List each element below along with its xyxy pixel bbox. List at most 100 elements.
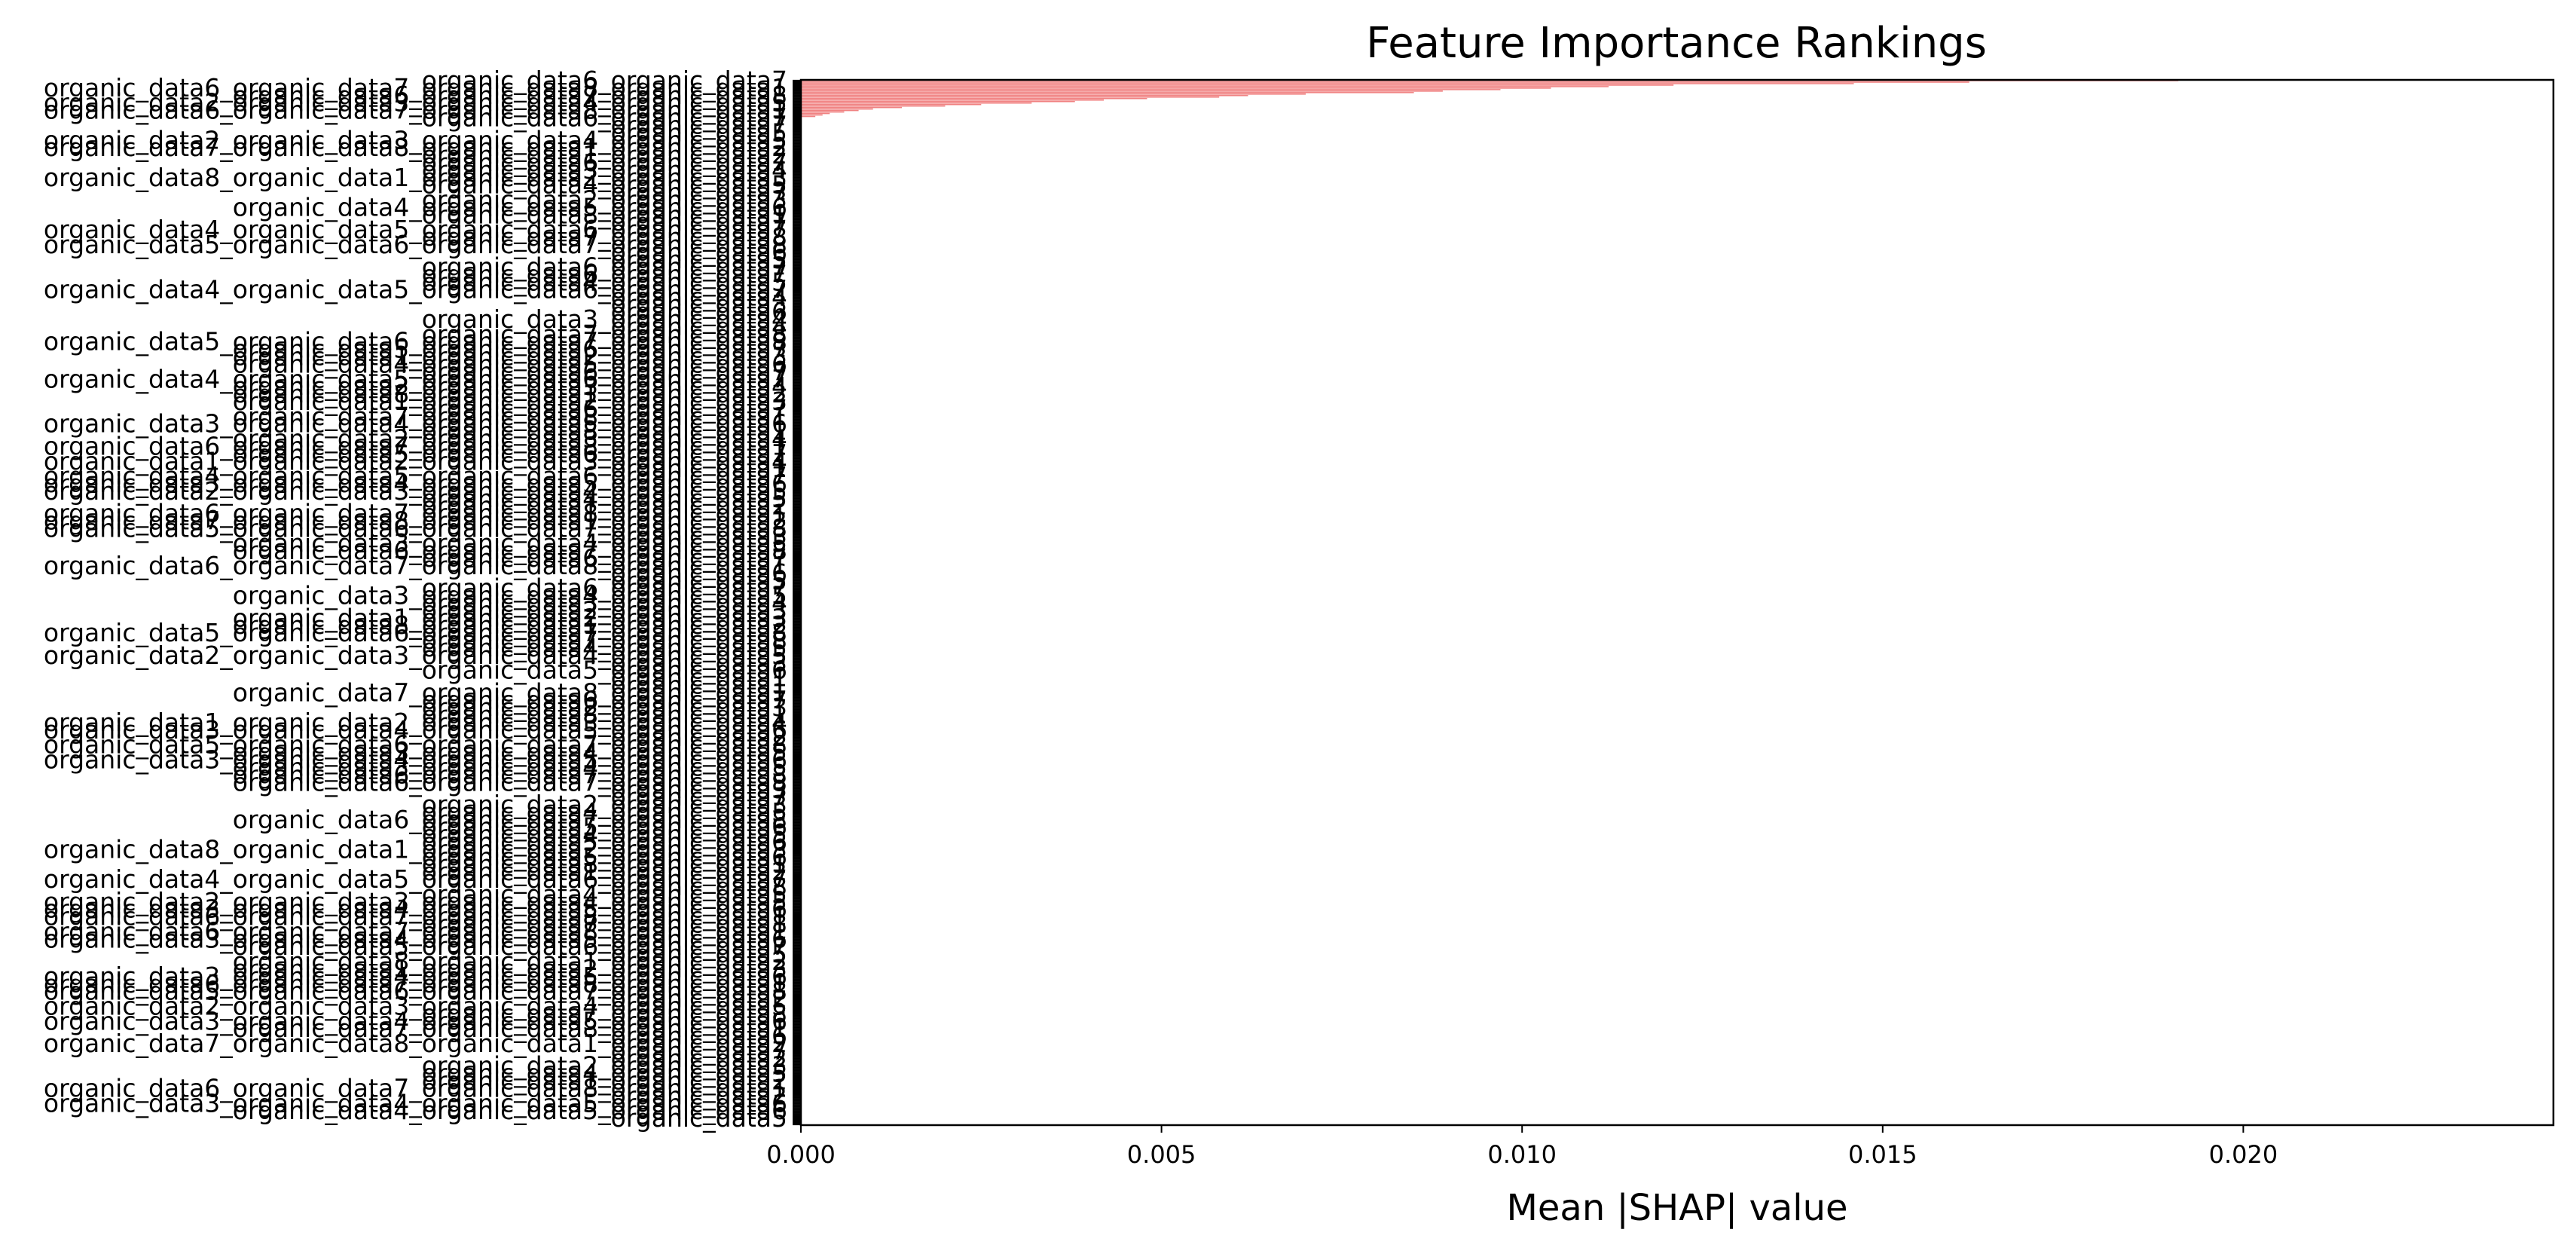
- y-tick-label: organic_data4_organic_data5: [422, 820, 787, 849]
- y-tick-label: organic_data7: [611, 110, 787, 139]
- y-tick-label: organic_data4_organic_data5: [422, 484, 787, 513]
- y-tick-label: organic_data3_organic_data4_organic_data…: [233, 528, 787, 558]
- y-tick-label: organic_data4_organic_data5: [422, 170, 787, 200]
- y-tick-label: organic_data8_organic_data1_organic_data…: [233, 610, 787, 640]
- y-tick-label: organic_data3_organic_data4_organic_data…: [44, 1088, 787, 1118]
- y-tick-label: organic_data3_organic_data4_organic_data…: [233, 581, 787, 610]
- y-tick-label: organic_data3_organic_data4_organic_data…: [233, 738, 787, 767]
- y-tick-label: organic_data1_organic_data2: [422, 140, 787, 170]
- y-tick-label: organic_data8_organic_data1_organic_data…: [233, 947, 787, 976]
- y-tick-label: organic_data3_organic_data4: [422, 304, 787, 334]
- y-tick-label: organic_data5_organic_data6_organic_data…: [44, 513, 787, 543]
- bar: [801, 105, 946, 107]
- y-tick-label: organic_data2_organic_data3: [422, 185, 787, 215]
- y-tick-label: organic_data6_organic_data7_organic_data…: [44, 499, 787, 528]
- y-tick-label: organic_data6_organic_data7_organic_data…: [233, 805, 787, 834]
- y-tick-label: organic_data5: [611, 1103, 787, 1133]
- y-tick-label: organic_data6_organic_data7: [422, 103, 787, 133]
- y-tick-label: organic_data1_organic_data2: [422, 491, 787, 521]
- y-tick-label: organic_data5_organic_data6_organic_data…: [233, 439, 787, 468]
- y-tick-label: organic_data5: [611, 118, 787, 147]
- y-tick-label: organic_data6_organic_data7_organic_data…: [44, 96, 787, 125]
- bar: [801, 100, 1075, 102]
- x-tick-label: 0.015: [1848, 1140, 1917, 1169]
- y-tick-label: organic_data5_organic_data6_organic_data…: [233, 335, 787, 364]
- y-tick-label: organic_data2_organic_data3_organic_data…: [44, 887, 787, 916]
- chart-title: Feature Importance Rankings: [1366, 19, 1987, 68]
- y-tick-label: organic_data3_organic_data4_organic_data…: [44, 715, 787, 745]
- x-axis-title: Mean |SHAP| value: [1506, 1187, 1847, 1229]
- y-tick-label: organic_data5_organic_data6_organic_data…: [233, 931, 787, 961]
- bar: [801, 106, 903, 109]
- bar: [801, 99, 1105, 101]
- y-tick-label: organic_data1_organic_data2: [422, 1066, 787, 1096]
- y-tick-label: organic_data7_organic_data8: [422, 222, 787, 252]
- y-tick-label: organic_data1_organic_data2_organic_data…: [44, 446, 787, 476]
- y-tick-label: organic_data7_organic_data8_organic_data…: [233, 1014, 787, 1043]
- y-tick-label: organic_data5: [611, 245, 787, 274]
- y-tick-label: organic_data4_organic_data5_organic_data…: [44, 215, 787, 244]
- y-tick-label: organic_data5: [611, 939, 787, 968]
- y-tick-label: organic_data5_organic_data6: [422, 812, 787, 842]
- y-tick-label: organic_data5_organic_data6_organic_data…: [44, 730, 787, 760]
- bar: [801, 109, 859, 112]
- y-tick-label: organic_data2_organic_data3_organic_data…: [44, 991, 787, 1020]
- y-tick-label: organic_data2_organic_data3_organic_data…: [44, 641, 787, 670]
- y-tick-label: organic_data6: [611, 237, 787, 267]
- x-tick-label: 0.010: [1487, 1140, 1557, 1169]
- y-tick-label: organic_data6_organic_data7: [422, 356, 787, 386]
- y-tick-label: organic_data6_organic_data7_organic_data…: [44, 969, 787, 999]
- y-tick-label: organic_data4: [611, 312, 787, 341]
- y-tick-label: organic_data3_organic_data4_organic_data…: [233, 752, 787, 781]
- y-tick-label: organic_data2_organic_data3_organic_data…: [233, 424, 787, 454]
- y-tick-label: organic_data3: [611, 648, 787, 677]
- y-tick-label: organic_data6_organic_data7_organic_data…: [44, 431, 787, 460]
- y-tick-label: organic_data6_organic_data7_organic_data…: [44, 73, 787, 102]
- y-tick-label: organic_data4: [611, 282, 787, 311]
- y-tick-label: organic_data2_organic_data3_organic_data…: [44, 88, 787, 118]
- y-tick-label: organic_data4_organic_data5_organic_data…: [44, 364, 787, 393]
- y-tick-label: organic_data4_organic_data5: [422, 797, 787, 827]
- bar: [801, 90, 1443, 92]
- bar: [801, 97, 1147, 99]
- bar: [801, 81, 1969, 83]
- y-tick-label: organic_data7_organic_data8_organic_data…: [44, 133, 787, 162]
- y-tick-label: organic_data3_organic_data4_organic_data…: [44, 924, 787, 953]
- y-tick-label: organic_data7: [611, 207, 787, 237]
- y-tick-label: organic_data6_organic_data7: [422, 685, 787, 714]
- y-tick-label: organic_data2_organic_data3: [422, 790, 787, 819]
- y-tick-label: organic_data4_organic_data5_organic_data…: [44, 461, 787, 491]
- y-tick-label: organic_data4_organic_data5_organic_data…: [44, 864, 787, 894]
- bar: [801, 114, 823, 116]
- y-tick-label: organic_data1_organic_data2_organic_data…: [233, 603, 787, 632]
- y-tick-label: organic_data6_organic_data7_organic_data…: [44, 1073, 787, 1103]
- y-tick-label: organic_data2_organic_data3_organic_data…: [44, 125, 787, 154]
- y-tick-label: organic_data7: [611, 178, 787, 207]
- bar: [801, 92, 1414, 93]
- y-tick-label: organic_data6_organic_data7_organic_data…: [233, 536, 787, 565]
- y-tick-label: organic_data1_organic_data2_organic_data…: [233, 387, 787, 416]
- y-tick-label: organic_data1_organic_data2_organic_data…: [233, 954, 787, 983]
- y-tick-label: organic_data6_organic_data7_organic_data…: [44, 551, 787, 580]
- y-tick-label: organic_data5_organic_data6: [422, 656, 787, 685]
- y-tick-label: organic_data6: [611, 297, 787, 326]
- y-tick-label: organic_data2: [611, 984, 787, 1014]
- y-tick-label: organic_data5_organic_data6_organic_data…: [44, 327, 787, 356]
- x-tick-label: 0.005: [1127, 1140, 1196, 1169]
- bar: [801, 84, 1674, 86]
- y-tick-label: organic_data6: [611, 558, 787, 588]
- bar: [801, 96, 1220, 98]
- y-tick-label: organic_data7_organic_data8: [422, 910, 787, 939]
- y-tick-label: organic_data6_organic_data7: [422, 573, 787, 603]
- y-tick-label: organic_data8_organic_data1_organic_data…: [233, 379, 787, 408]
- bar: [801, 89, 1501, 90]
- y-tick-label: organic_data4_organic_data5: [422, 879, 787, 909]
- y-tick-label: organic_data5_organic_data6_organic_data…: [44, 977, 787, 1006]
- bar: [801, 115, 816, 118]
- y-tick-label: organic_data8_organic_data1: [422, 200, 787, 229]
- y-tick-label: organic_data5: [611, 566, 787, 595]
- bar: [801, 83, 1854, 84]
- y-tick-label: organic_data2_organic_data3: [422, 693, 787, 722]
- y-tick-label: organic_data3: [611, 289, 787, 319]
- y-tick-label: organic_data8: [611, 872, 787, 901]
